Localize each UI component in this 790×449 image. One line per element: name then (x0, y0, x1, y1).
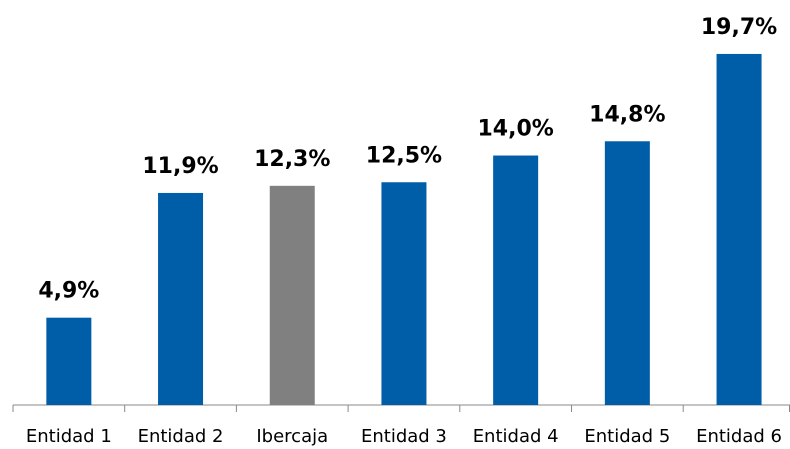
bar (493, 155, 539, 405)
value-label: 4,9% (38, 279, 99, 304)
x-tick-label: Entidad 4 (473, 426, 559, 447)
x-tick-label: Entidad 3 (361, 426, 447, 447)
x-tick-label: Ibercaja (256, 426, 328, 447)
bar (269, 185, 315, 405)
bar (381, 182, 427, 405)
x-tick-label: Entidad 2 (138, 426, 224, 447)
value-label: 14,0% (477, 117, 553, 142)
value-label: 19,7% (701, 15, 777, 40)
x-tick-label: Entidad 1 (26, 426, 112, 447)
value-label: 14,8% (589, 102, 665, 127)
x-tick-label: Entidad 6 (696, 426, 782, 447)
bar (604, 141, 650, 405)
value-label: 12,3% (254, 147, 330, 172)
bar (158, 192, 204, 405)
value-label: 12,5% (366, 143, 442, 168)
value-label: 11,9% (142, 154, 218, 179)
bar (46, 317, 92, 405)
bar (716, 53, 762, 406)
x-tick-label: Entidad 5 (584, 426, 670, 447)
